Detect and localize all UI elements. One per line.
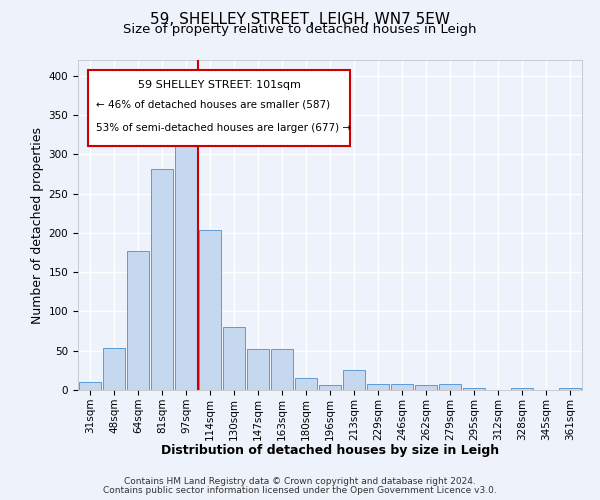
- Text: Contains public sector information licensed under the Open Government Licence v3: Contains public sector information licen…: [103, 486, 497, 495]
- Bar: [199, 230, 221, 390]
- Text: 59, SHELLEY STREET, LEIGH, WN7 5EW: 59, SHELLEY STREET, LEIGH, WN7 5EW: [150, 12, 450, 28]
- X-axis label: Distribution of detached houses by size in Leigh: Distribution of detached houses by size …: [161, 444, 499, 457]
- Bar: [463, 388, 485, 390]
- Bar: [343, 370, 365, 390]
- Bar: [511, 388, 533, 390]
- Bar: [391, 384, 413, 390]
- Bar: [175, 142, 197, 390]
- Bar: [79, 382, 101, 390]
- Bar: [151, 169, 173, 390]
- Text: ← 46% of detached houses are smaller (587): ← 46% of detached houses are smaller (58…: [95, 100, 330, 110]
- Bar: [367, 384, 389, 390]
- Bar: [247, 349, 269, 390]
- Bar: [415, 386, 437, 390]
- Text: 59 SHELLEY STREET: 101sqm: 59 SHELLEY STREET: 101sqm: [137, 80, 301, 90]
- Bar: [127, 251, 149, 390]
- Bar: [271, 349, 293, 390]
- Text: 53% of semi-detached houses are larger (677) →: 53% of semi-detached houses are larger (…: [95, 122, 351, 132]
- Bar: [295, 378, 317, 390]
- Bar: [223, 327, 245, 390]
- FancyBboxPatch shape: [88, 70, 350, 146]
- Bar: [439, 384, 461, 390]
- Y-axis label: Number of detached properties: Number of detached properties: [31, 126, 44, 324]
- Bar: [559, 388, 581, 390]
- Text: Contains HM Land Registry data © Crown copyright and database right 2024.: Contains HM Land Registry data © Crown c…: [124, 477, 476, 486]
- Text: Size of property relative to detached houses in Leigh: Size of property relative to detached ho…: [123, 22, 477, 36]
- Bar: [103, 348, 125, 390]
- Bar: [319, 384, 341, 390]
